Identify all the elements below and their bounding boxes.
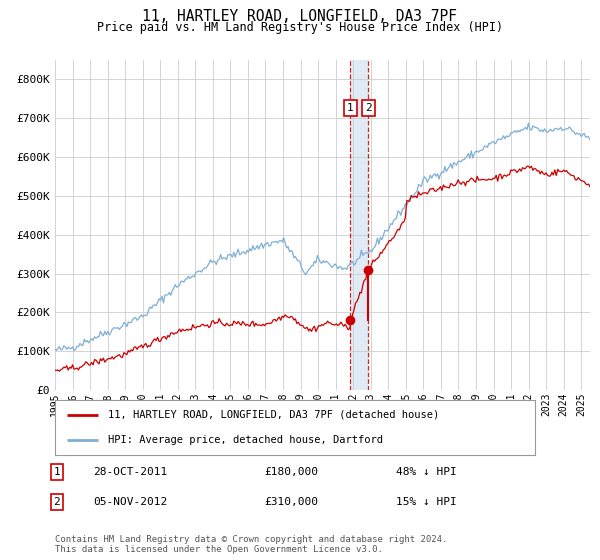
Text: 2: 2 bbox=[365, 103, 372, 113]
Text: 2: 2 bbox=[53, 497, 61, 507]
Text: £310,000: £310,000 bbox=[264, 497, 318, 507]
Text: HPI: Average price, detached house, Dartford: HPI: Average price, detached house, Dart… bbox=[108, 435, 383, 445]
Text: 28-OCT-2011: 28-OCT-2011 bbox=[93, 467, 167, 477]
Text: Contains HM Land Registry data © Crown copyright and database right 2024.
This d: Contains HM Land Registry data © Crown c… bbox=[55, 535, 448, 554]
Text: Price paid vs. HM Land Registry's House Price Index (HPI): Price paid vs. HM Land Registry's House … bbox=[97, 21, 503, 34]
Bar bbox=[350, 60, 368, 390]
Text: 15% ↓ HPI: 15% ↓ HPI bbox=[396, 497, 457, 507]
Text: 11, HARTLEY ROAD, LONGFIELD, DA3 7PF (detached house): 11, HARTLEY ROAD, LONGFIELD, DA3 7PF (de… bbox=[108, 410, 439, 420]
Text: 1: 1 bbox=[347, 103, 353, 113]
Text: 48% ↓ HPI: 48% ↓ HPI bbox=[396, 467, 457, 477]
Text: 11, HARTLEY ROAD, LONGFIELD, DA3 7PF: 11, HARTLEY ROAD, LONGFIELD, DA3 7PF bbox=[143, 9, 458, 24]
Text: 1: 1 bbox=[53, 467, 61, 477]
Text: £180,000: £180,000 bbox=[264, 467, 318, 477]
Text: 05-NOV-2012: 05-NOV-2012 bbox=[93, 497, 167, 507]
